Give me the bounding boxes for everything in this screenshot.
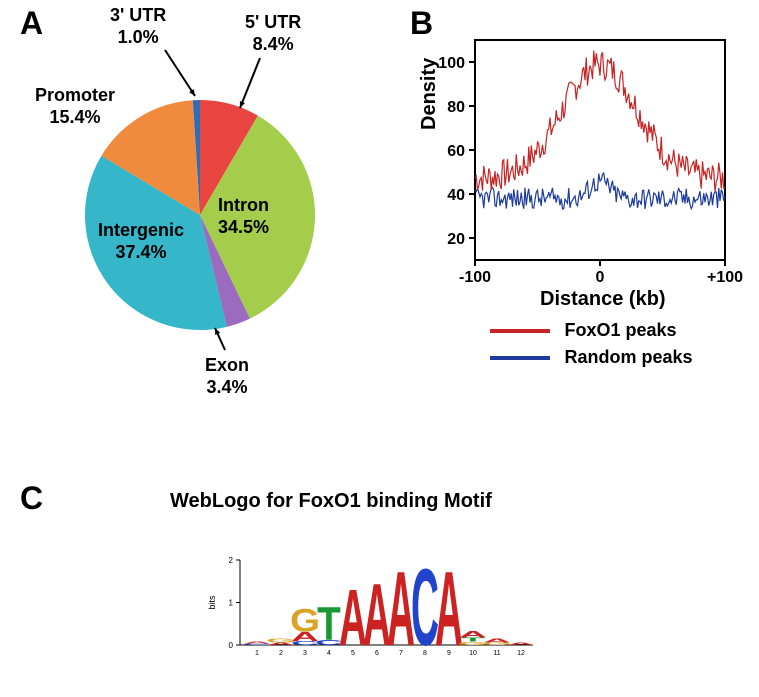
- y-tick-label: 80: [447, 99, 465, 116]
- motif-letter: T: [317, 598, 341, 650]
- x-tick-label: 0: [596, 269, 605, 286]
- x-axis-label: Distance (kb): [540, 288, 666, 311]
- motif-letter: A: [507, 642, 535, 646]
- svg-text:2: 2: [229, 556, 234, 565]
- y-axis-label: Density: [418, 58, 441, 130]
- motif-letter: A: [435, 549, 463, 667]
- y-tick-label: 60: [447, 143, 465, 160]
- y-tick-label: 20: [447, 231, 465, 248]
- motif-weblogo: 012bits1CA2AG3CAG4CT5A6A7A8C9A10GTA11GA1…: [200, 525, 600, 685]
- y-tick-label: 100: [438, 55, 465, 72]
- svg-text:1: 1: [229, 599, 234, 608]
- x-tick-label: +100: [707, 269, 743, 286]
- legend-label-random: Random peaks: [564, 347, 692, 368]
- svg-text:0: 0: [229, 641, 234, 650]
- panel-c-letter: C: [20, 480, 43, 517]
- y-tick-label: 40: [447, 187, 465, 204]
- motif-letter: G: [290, 602, 320, 638]
- legend: FoxO1 peaks Random peaks: [490, 320, 693, 368]
- svg-text:12: 12: [517, 650, 525, 657]
- svg-text:2: 2: [279, 650, 283, 657]
- motif-axis-label: bits: [207, 595, 217, 610]
- svg-text:3: 3: [303, 650, 307, 657]
- legend-item-random: Random peaks: [490, 347, 693, 368]
- svg-text:10: 10: [469, 650, 477, 657]
- svg-text:1: 1: [255, 650, 259, 657]
- panel-c-title: WebLogo for FoxO1 binding Motif: [170, 490, 492, 513]
- legend-item-foxo1: FoxO1 peaks: [490, 320, 693, 341]
- x-tick-label: -100: [459, 269, 491, 286]
- svg-text:4: 4: [327, 650, 331, 657]
- legend-swatch-foxo1: [490, 329, 550, 333]
- legend-swatch-random: [490, 356, 550, 360]
- legend-label-foxo1: FoxO1 peaks: [564, 320, 676, 341]
- svg-text:11: 11: [493, 650, 500, 657]
